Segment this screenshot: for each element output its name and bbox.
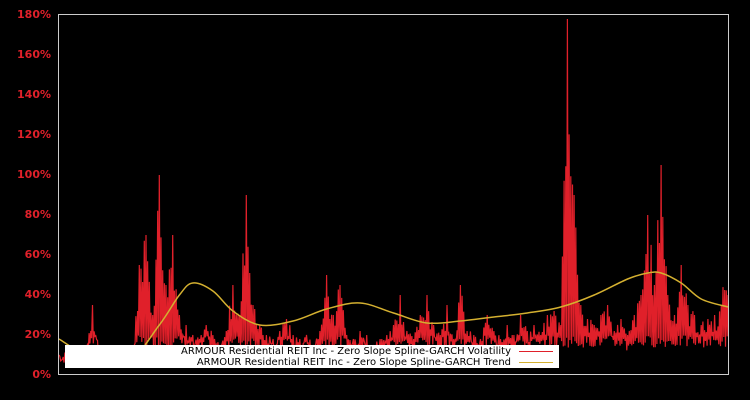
- legend-label-trend: ARMOUR Residential REIT Inc - Zero Slope…: [196, 357, 511, 368]
- y-tick-label: 100%: [17, 168, 51, 181]
- y-tick-label: 0%: [32, 368, 51, 381]
- y-tick-label: 60%: [24, 248, 51, 261]
- y-tick-label: 160%: [17, 48, 51, 61]
- legend-item-volatility: ARMOUR Residential REIT Inc - Zero Slope…: [181, 346, 559, 357]
- y-tick-label: 80%: [24, 208, 51, 221]
- legend-item-trend: ARMOUR Residential REIT Inc - Zero Slope…: [197, 357, 559, 368]
- legend-swatch-trend: [519, 362, 553, 363]
- y-tick-label: 120%: [17, 128, 51, 141]
- y-tick-label: 20%: [24, 328, 51, 341]
- volatility-line: [58, 18, 729, 367]
- y-tick-label: 140%: [17, 88, 51, 101]
- trend-line: [58, 271, 729, 368]
- plot-frame: [58, 14, 729, 375]
- legend-label-volatility: ARMOUR Residential REIT Inc - Zero Slope…: [181, 346, 511, 357]
- legend-swatch-volatility: [519, 351, 553, 352]
- y-tick-label: 180%: [17, 8, 51, 21]
- y-tick-label: 40%: [24, 288, 51, 301]
- plot-lines: [58, 18, 729, 368]
- legend: ARMOUR Residential REIT Inc - Zero Slope…: [65, 345, 559, 368]
